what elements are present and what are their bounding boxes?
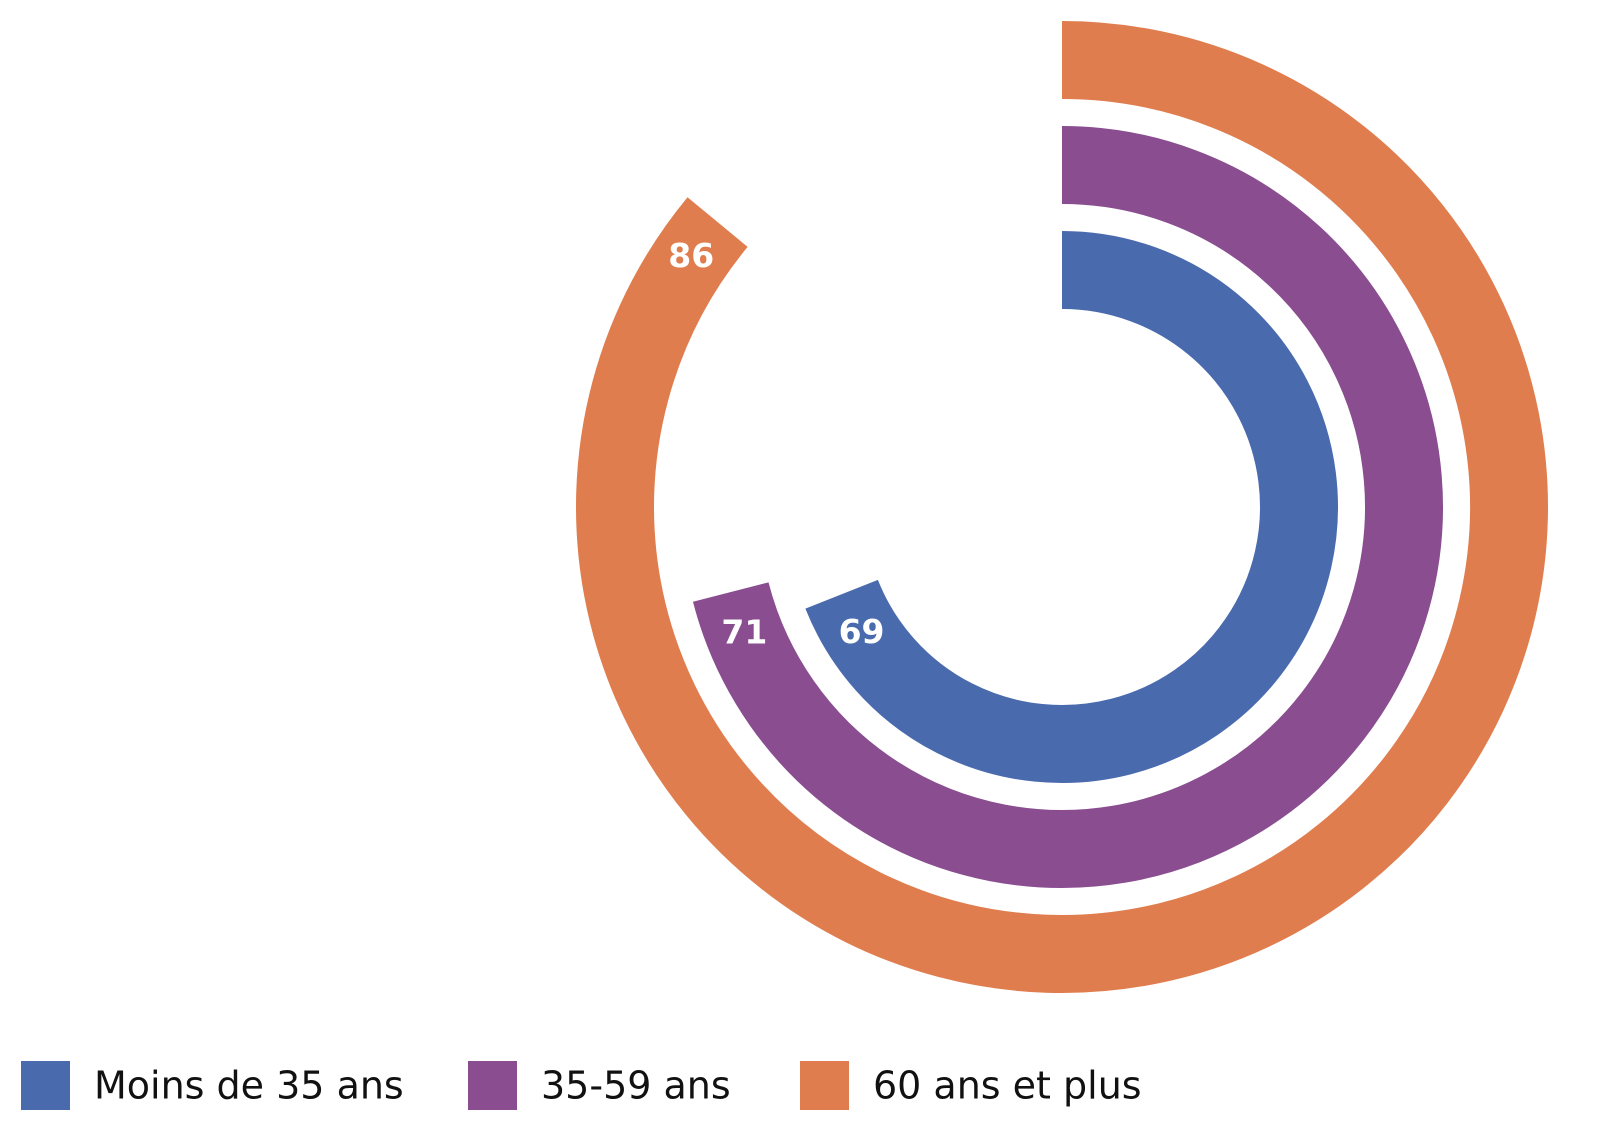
legend-swatch: [800, 1061, 849, 1110]
legend-swatch: [21, 1061, 70, 1110]
legend-label: Moins de 35 ans: [94, 1064, 404, 1108]
radial-bar: [692, 126, 1443, 888]
value-label: 71: [721, 612, 767, 651]
radial-bar: [805, 231, 1338, 783]
value-label: 69: [839, 612, 885, 651]
legend-label: 35-59 ans: [541, 1064, 731, 1108]
legend-label: 60 ans et plus: [873, 1064, 1142, 1108]
value-label: 86: [668, 236, 714, 275]
radial-bar: [576, 21, 1548, 993]
legend-swatch: [468, 1061, 517, 1110]
